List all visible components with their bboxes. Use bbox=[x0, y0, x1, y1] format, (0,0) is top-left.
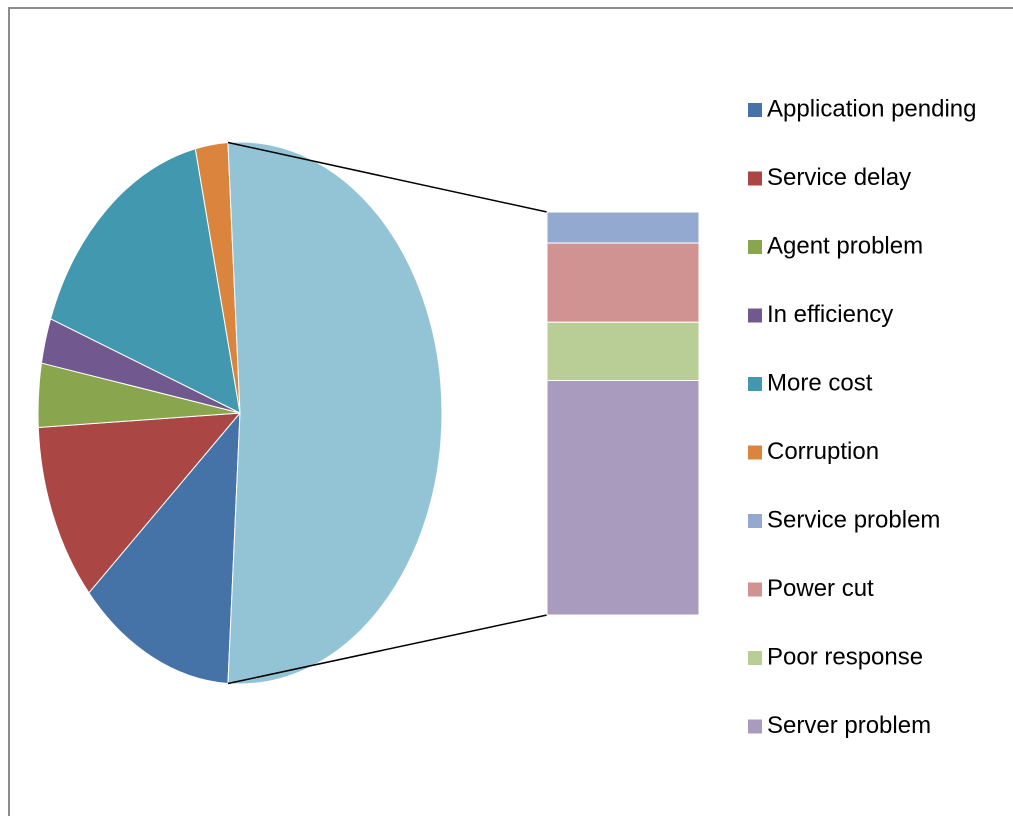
legend-swatch bbox=[748, 377, 762, 391]
legend-label: Service delay bbox=[767, 164, 911, 191]
legend-label: Agent problem bbox=[767, 232, 923, 259]
legend-label: Power cut bbox=[767, 575, 874, 602]
bar-segment bbox=[546, 379, 700, 616]
legend-label: Server problem bbox=[767, 712, 931, 739]
connector-line bbox=[227, 614, 548, 685]
legend-swatch bbox=[748, 514, 762, 528]
legend-swatch bbox=[748, 719, 762, 734]
legend-label: Application pending bbox=[767, 95, 977, 122]
legend-swatch bbox=[748, 103, 762, 117]
legend-swatch bbox=[748, 582, 762, 597]
bar-segment bbox=[546, 321, 700, 381]
other-slice bbox=[227, 141, 443, 685]
legend-swatch bbox=[748, 445, 762, 460]
legend-swatch bbox=[748, 308, 762, 323]
legend-label: More cost bbox=[767, 369, 873, 396]
legend-swatch bbox=[748, 651, 762, 665]
legend-label: Corruption bbox=[767, 438, 879, 465]
legend-label: In efficiency bbox=[767, 301, 893, 328]
connector-line bbox=[227, 141, 548, 213]
legend-label: Service problem bbox=[767, 506, 940, 533]
pie-slice bbox=[88, 411, 241, 685]
bar-segment bbox=[546, 242, 700, 323]
pie-slice bbox=[50, 148, 241, 414]
legend-swatch bbox=[748, 240, 762, 254]
bar-segment bbox=[546, 211, 700, 244]
pie-slice bbox=[37, 412, 242, 594]
legend-label: Poor response bbox=[767, 643, 923, 670]
legend-swatch bbox=[748, 171, 762, 186]
